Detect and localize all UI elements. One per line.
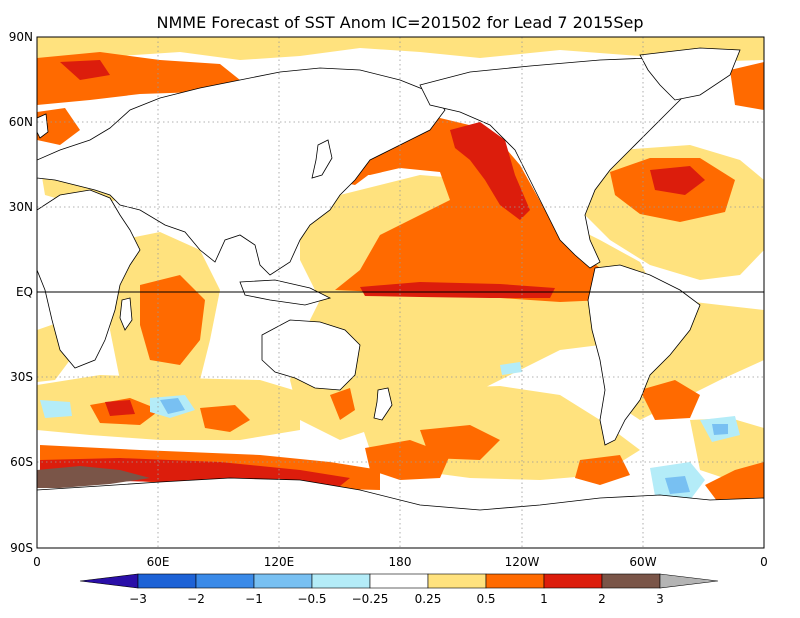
land-africa bbox=[37, 189, 141, 369]
colorbar-label-5: 0.25 bbox=[415, 592, 442, 606]
colorbar-labels: −3 −2 −1 −0.5 −0.25 0.25 0.5 1 2 3 bbox=[129, 592, 664, 606]
land-south-america bbox=[587, 264, 701, 446]
colorbar-segment-8 bbox=[543, 573, 603, 589]
colorbar-segment-0 bbox=[79, 573, 139, 589]
latitude-axis: 90N 60N 30N EQ 30S 60S 90S bbox=[9, 30, 33, 555]
lat-label-30n: 30N bbox=[9, 200, 33, 214]
colorbar-segment-9 bbox=[601, 573, 661, 589]
land-eurasia bbox=[37, 67, 446, 276]
colorbar-segment-7 bbox=[485, 573, 545, 589]
cold-regions bbox=[160, 398, 728, 494]
lon-label-60w: 60W bbox=[629, 555, 656, 569]
map-panel bbox=[37, 37, 764, 548]
colorbar-segment-10 bbox=[659, 573, 719, 589]
lat-label-30s: 30S bbox=[10, 370, 33, 384]
land-greenland bbox=[639, 47, 741, 101]
land-britain bbox=[37, 113, 49, 139]
lon-label-0-right: 0 bbox=[760, 555, 768, 569]
very-strong-warm-regions bbox=[37, 466, 150, 488]
lon-label-180: 180 bbox=[389, 555, 412, 569]
lat-label-eq: EQ bbox=[16, 285, 33, 299]
figure-title: NMME Forecast of SST Anom IC=201502 for … bbox=[157, 13, 644, 32]
colorbar-label-1: −2 bbox=[187, 592, 205, 606]
longitude-axis: 0 60E 120E 180 120W 60W 0 bbox=[33, 555, 768, 569]
lat-label-90s: 90S bbox=[10, 541, 33, 555]
land-japan bbox=[311, 139, 333, 179]
colorbar-label-6: 0.5 bbox=[476, 592, 495, 606]
lat-label-60n: 60N bbox=[9, 115, 33, 129]
colorbar-segment-4 bbox=[311, 573, 371, 589]
land-masses bbox=[37, 47, 764, 548]
colorbar-segment-6 bbox=[427, 573, 487, 589]
colorbar-segment-2 bbox=[195, 573, 255, 589]
lat-label-90n: 90N bbox=[9, 30, 33, 44]
lon-label-60e: 60E bbox=[147, 555, 170, 569]
colorbar: −3 −2 −1 −0.5 −0.25 0.25 0.5 1 2 3 bbox=[79, 573, 719, 606]
lon-label-0-left: 0 bbox=[33, 555, 41, 569]
lat-label-60s: 60S bbox=[10, 455, 33, 469]
colorbar-label-2: −1 bbox=[245, 592, 263, 606]
colorbar-label-9: 3 bbox=[656, 592, 664, 606]
land-antarctica bbox=[37, 477, 764, 548]
colorbar-label-4: −0.25 bbox=[352, 592, 389, 606]
map-frame bbox=[36, 36, 765, 549]
lon-label-120e: 120E bbox=[264, 555, 295, 569]
colorbar-segment-5 bbox=[369, 573, 429, 589]
land-madagascar bbox=[119, 297, 133, 331]
colorbar-label-7: 1 bbox=[540, 592, 548, 606]
land-new-zealand bbox=[373, 387, 393, 421]
lon-label-120w: 120W bbox=[505, 555, 540, 569]
colorbar-label-8: 2 bbox=[598, 592, 606, 606]
land-australia bbox=[261, 319, 361, 391]
colorbar-label-3: −0.5 bbox=[297, 592, 326, 606]
colorbar-segment-1 bbox=[137, 573, 197, 589]
colorbar-segment-3 bbox=[253, 573, 313, 589]
colorbar-label-0: −3 bbox=[129, 592, 147, 606]
